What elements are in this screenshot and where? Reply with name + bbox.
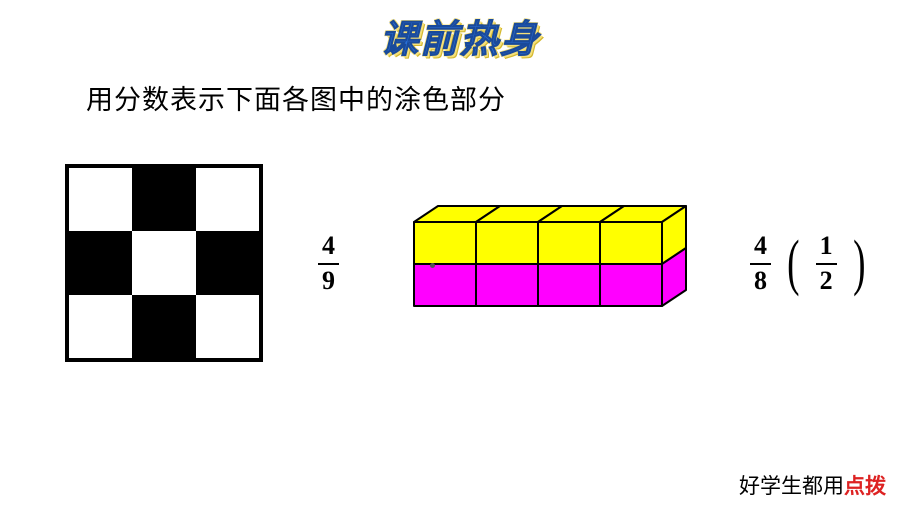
fraction-answer-2: 4 8: [750, 232, 771, 295]
fraction-answer-2-alt: 1 2: [816, 232, 837, 295]
fraction-answer-1: 4 9: [318, 232, 339, 295]
checkerboard-cell: [132, 295, 195, 358]
page-title: 课前热身: [380, 8, 540, 63]
paren-right: ): [853, 239, 865, 289]
footer-accent: 点拨: [844, 474, 886, 498]
fraction1-bar: [318, 263, 339, 265]
fraction2alt-bar: [816, 263, 837, 265]
cubes-diagram: [412, 204, 690, 315]
checkerboard-cell: [69, 231, 132, 294]
dot-marker: [430, 263, 435, 268]
fraction2alt-numerator: 1: [816, 232, 837, 261]
checkerboard-grid: [69, 168, 259, 358]
checkerboard-cell: [69, 295, 132, 358]
checkerboard-cell: [196, 295, 259, 358]
fraction1-numerator: 4: [318, 232, 339, 261]
footer-branding: 好学生都用点拨: [739, 470, 886, 500]
fraction2-numerator: 4: [750, 232, 771, 261]
checkerboard: [65, 164, 263, 362]
footer-prefix: 好学生都用: [739, 474, 844, 498]
fraction2-bar: [750, 263, 771, 265]
paren-left: (: [787, 239, 799, 289]
fraction-answer-2-group: 4 8 ( 1 2 ): [750, 232, 869, 295]
checkerboard-cell: [196, 231, 259, 294]
checkerboard-cell: [196, 168, 259, 231]
question-text: 用分数表示下面各图中的涂色部分: [86, 78, 506, 117]
checkerboard-cell: [132, 231, 195, 294]
checkerboard-cell: [69, 168, 132, 231]
fraction2alt-denominator: 2: [816, 267, 837, 296]
fraction1-denominator: 9: [318, 267, 339, 296]
fraction2-denominator: 8: [750, 267, 771, 296]
cubes-svg: [412, 204, 690, 310]
checkerboard-cell: [132, 168, 195, 231]
